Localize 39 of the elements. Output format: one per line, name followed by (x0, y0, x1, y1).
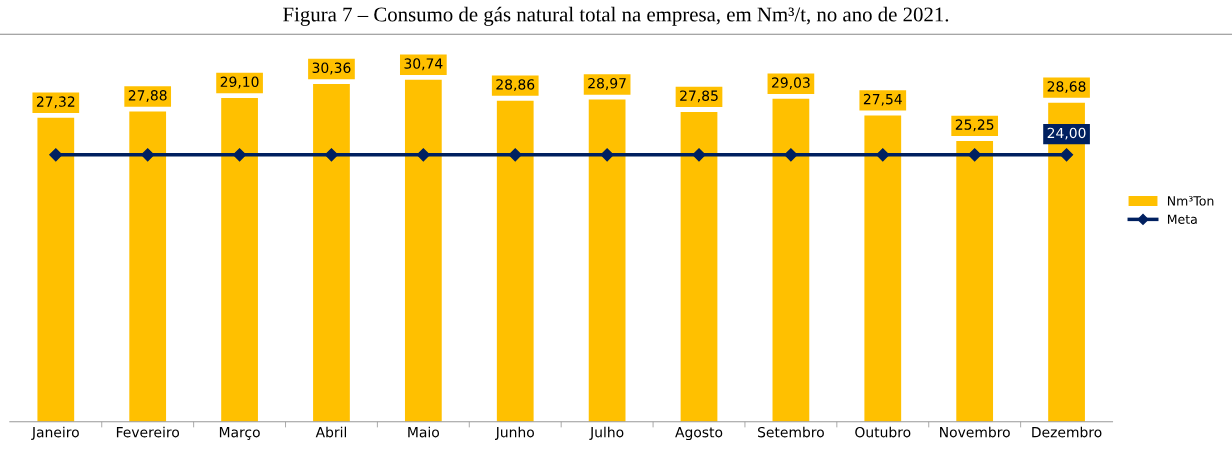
data-label: 29,03 (772, 77, 810, 90)
data-label: 25,25 (955, 119, 994, 132)
x-tick-label: Outubro (855, 426, 911, 438)
bar (588, 99, 626, 422)
data-label: 27,54 (863, 93, 902, 106)
bar (680, 111, 718, 422)
x-tick-label: Agosto (675, 427, 723, 441)
data-label: 30,74 (404, 58, 443, 71)
x-tick-label: Fevereiro (116, 426, 180, 438)
data-label: 29,10 (220, 76, 259, 89)
data-label: 27,88 (128, 90, 167, 103)
bar (129, 111, 167, 422)
bar (956, 140, 994, 422)
x-tick-label: Janeiro (31, 426, 79, 440)
data-label: 28,86 (496, 79, 535, 92)
data-label: 24,00 (1047, 127, 1086, 140)
legend-label: Nm³Ton (1167, 196, 1214, 206)
x-tick-label: Maio (408, 426, 440, 438)
x-tick-label: Novembro (940, 426, 1010, 438)
bar (37, 117, 75, 422)
data-label: 27,32 (36, 96, 75, 109)
x-tick-label: Junho (495, 426, 534, 440)
legend-label: Meta (1167, 214, 1197, 224)
chart-title: Figura 7 – Consumo de gás natural total na empresa, em Nm³/t, no ano de 2021. (283, 6, 949, 26)
bar (404, 79, 442, 422)
bar (496, 100, 534, 422)
data-label: 27,85 (680, 90, 718, 103)
bar (313, 84, 350, 422)
data-label: 30,36 (312, 62, 351, 75)
bar (772, 98, 810, 422)
bar (864, 115, 902, 422)
x-tick-label: Março (219, 427, 260, 440)
bar (221, 98, 258, 422)
data-label: 28,97 (588, 77, 626, 90)
data-label: 28,68 (1047, 81, 1086, 94)
x-tick-label: Julho (589, 426, 624, 440)
x-tick-label: Abril (315, 426, 347, 438)
x-tick-label: Dezembro (1032, 426, 1102, 438)
x-tick-label: Setembro (758, 426, 824, 438)
